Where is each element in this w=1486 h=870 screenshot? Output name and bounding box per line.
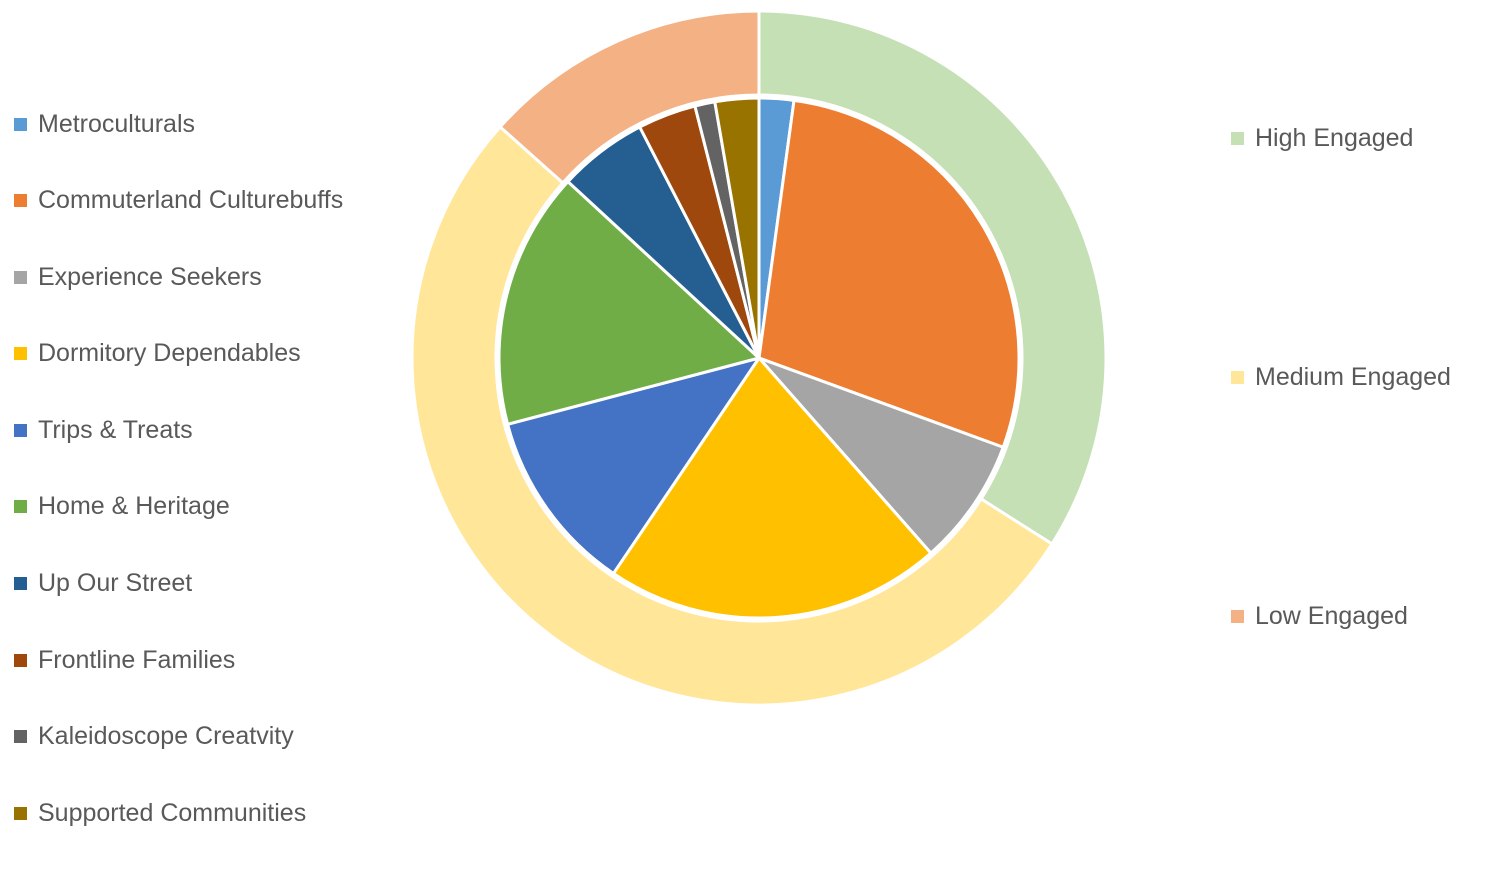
outer-slice-low-engaged (498, 9, 761, 185)
legend-label: Medium Engaged (1255, 362, 1451, 391)
outer-slice-high-engaged (757, 9, 1108, 546)
legend-item-dormitory-dependables: Dormitory Dependables (14, 334, 343, 374)
legend-swatch (14, 347, 27, 361)
legend-swatch (14, 270, 27, 284)
legend-outer-ring: High Engaged Medium Engaged Low Engaged (1231, 118, 1451, 835)
legend-label: Frontline Families (38, 645, 236, 674)
legend-swatch (14, 653, 27, 667)
inner-slice-experience-seekers (757, 356, 1005, 555)
legend-label: Supported Communities (38, 798, 307, 827)
inner-slice-trips-and-treats (506, 356, 761, 575)
legend-swatch (14, 194, 27, 208)
legend-label: Experience Seekers (38, 262, 262, 291)
legend-item-experience-seekers: Experience Seekers (14, 257, 343, 297)
legend-item-kaleidoscope-creatvity: Kaleidoscope Creatvity (14, 717, 343, 757)
chart-canvas (410, 9, 1108, 707)
legend-swatch (14, 577, 27, 591)
outer-slice-medium-engaged (410, 125, 1054, 707)
legend-item-trips-and-treats: Trips & Treats (14, 410, 343, 450)
legend-label: Trips & Treats (38, 415, 193, 444)
legend-swatch (14, 423, 27, 437)
legend-label: Commuterland Culturebuffs (38, 186, 344, 215)
legend-item-up-our-street: Up Our Street (14, 564, 343, 604)
legend-label: Kaleidoscope Creatvity (38, 722, 294, 751)
legend-item-supported-communities: Supported Communities (14, 793, 343, 833)
legend-label: High Engaged (1255, 123, 1414, 152)
inner-slice-home-and-heritage (497, 180, 761, 426)
legend-swatch (14, 806, 27, 820)
nested-donut-chart: Metroculturals Commuterland Culturebuffs E… (14, 9, 1451, 827)
legend-swatch (1231, 370, 1244, 384)
outer-ring (410, 9, 1108, 707)
legend-item-home-and-heritage: Home & Heritage (14, 487, 343, 527)
legend-label: Home & Heritage (38, 492, 230, 521)
inner-slice-dormitory-dependables (611, 356, 933, 620)
legend-item-low-engaged: Low Engaged (1231, 596, 1451, 636)
legend-item-frontline-families: Frontline Families (14, 640, 343, 680)
legend-inner-ring: Metroculturals Commuterland Culturebuffs E… (14, 104, 343, 870)
legend-item-commuterland-culturebuffs: Commuterland Culturebuffs (14, 181, 343, 221)
legend-label: Low Engaged (1255, 601, 1408, 630)
legend-swatch (14, 500, 27, 514)
legend-label: Dormitory Dependables (38, 339, 301, 368)
legend-swatch (14, 117, 27, 131)
legend-label: Metroculturals (38, 109, 195, 138)
inner-slice-supported-communities (713, 96, 761, 360)
legend-swatch (14, 730, 27, 744)
legend-item-medium-engaged: Medium Engaged (1231, 357, 1451, 397)
legend-label: Up Our Street (38, 569, 193, 598)
legend-item-metroculturals: Metroculturals (14, 104, 343, 144)
legend-swatch (1231, 609, 1244, 623)
inner-slice-commuterland-culturebuffs (757, 98, 1021, 449)
legend-item-high-engaged: High Engaged (1231, 118, 1451, 158)
legend-swatch (1231, 131, 1244, 145)
inner-ring (497, 96, 1021, 620)
